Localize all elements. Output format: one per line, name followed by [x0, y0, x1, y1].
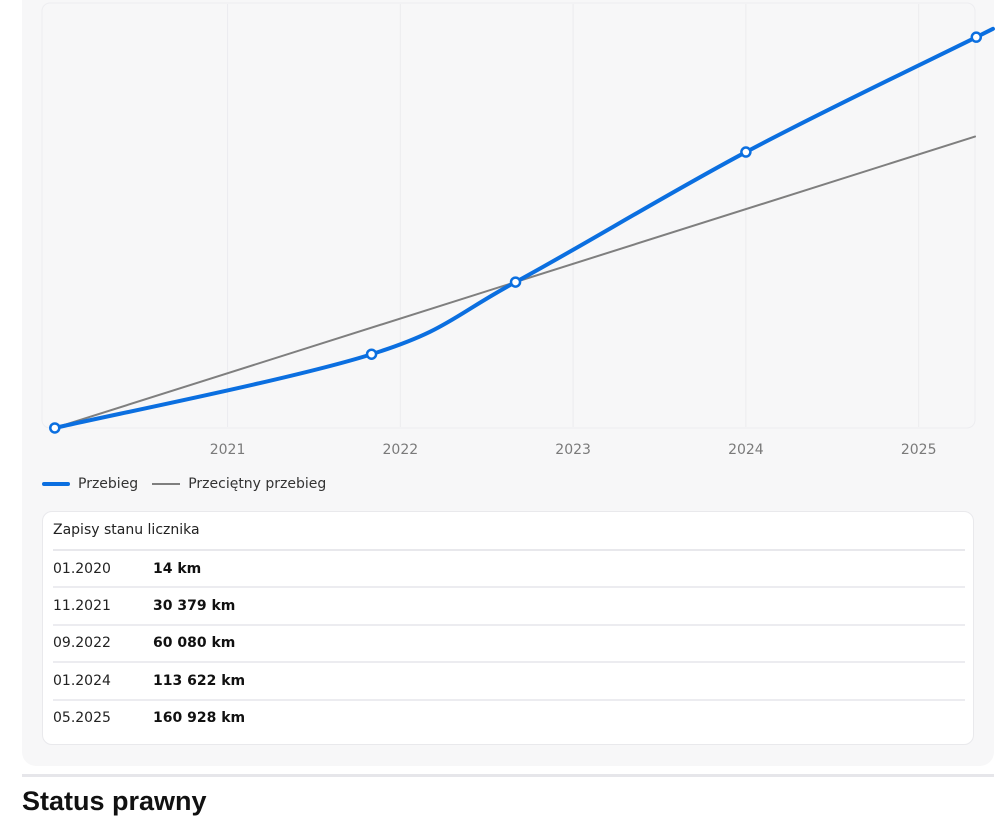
- row-divider: [53, 624, 965, 626]
- table-row: 09.2022 60 080 km: [53, 624, 965, 661]
- grid-lines: [227, 4, 920, 427]
- series-layer: [49, 26, 995, 434]
- x-tick-label: 2023: [555, 442, 591, 458]
- x-axis-ticks: 2021 2022 2023 2024 2025: [210, 442, 937, 458]
- legend-label-average: Przeciętny przebieg: [188, 476, 327, 492]
- data-point[interactable]: [740, 146, 752, 158]
- record-date: 09.2022: [53, 634, 111, 651]
- series-line-mileage: [52, 26, 995, 430]
- record-value: 30 379 km: [153, 597, 236, 614]
- legend-item-average[interactable]: Przeciętny przebieg: [152, 476, 326, 492]
- row-divider: [53, 661, 965, 663]
- record-date: 11.2021: [53, 597, 111, 614]
- mileage-chart: 2021 2022 2023 2024 2025: [41, 2, 995, 458]
- x-tick-label: 2021: [210, 442, 246, 458]
- record-value: 14 km: [153, 560, 202, 577]
- record-value: 60 080 km: [153, 634, 236, 651]
- x-tick-label: 2022: [383, 442, 419, 458]
- record-value: 160 928 km: [153, 709, 246, 726]
- legend-swatch-average: [152, 483, 181, 485]
- data-point[interactable]: [509, 276, 522, 288]
- record-value: 113 622 km: [153, 672, 246, 689]
- x-tick-label: 2024: [728, 442, 764, 458]
- chart-legend: Przebieg Przeciętny przebieg: [42, 474, 340, 494]
- legend-swatch-main: [42, 482, 70, 486]
- record-date: 05.2025: [53, 709, 111, 726]
- record-date: 01.2020: [53, 560, 111, 577]
- row-divider: [53, 586, 965, 588]
- legend-label-main: Przebieg: [78, 476, 139, 492]
- data-point[interactable]: [970, 31, 983, 43]
- legend-item-main[interactable]: Przebieg: [42, 476, 138, 492]
- section-divider: [22, 774, 994, 777]
- odometer-records-panel: Zapisy stanu licznika 01.2020 14 km 11.2…: [42, 511, 974, 745]
- x-tick-label: 2025: [901, 442, 937, 458]
- table-row: 11.2021 30 379 km: [53, 587, 965, 624]
- table-row: 05.2025 160 928 km: [53, 699, 965, 736]
- table-row: 01.2024 113 622 km: [53, 662, 965, 699]
- data-point[interactable]: [365, 348, 378, 360]
- table-row: 01.2020 14 km: [53, 550, 965, 587]
- records-header-divider: [53, 549, 965, 551]
- data-point[interactable]: [49, 422, 61, 434]
- records-title: Zapisy stanu licznika: [53, 522, 200, 538]
- row-divider: [53, 699, 965, 701]
- record-date: 01.2024: [53, 672, 111, 689]
- section-title-legal-status: Status prawny: [22, 786, 207, 816]
- plot-area: [41, 2, 976, 429]
